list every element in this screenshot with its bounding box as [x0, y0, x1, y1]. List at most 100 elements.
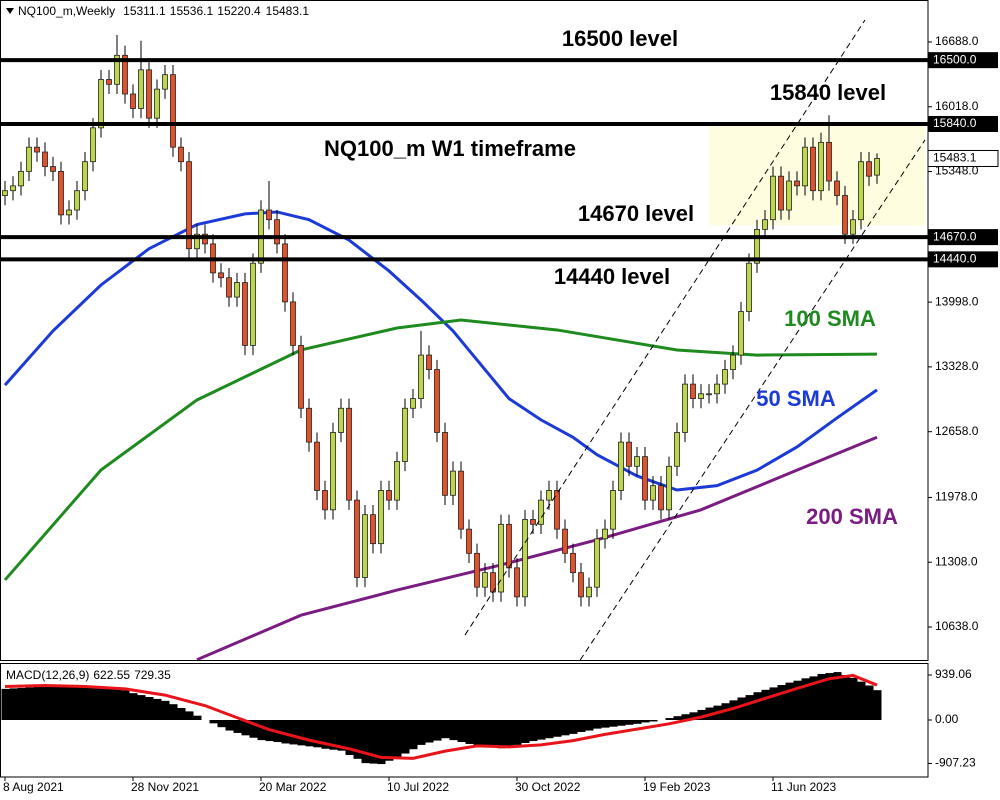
macd-bar — [769, 687, 778, 720]
macd-bar — [33, 686, 42, 720]
signal-value: 729.35 — [134, 668, 171, 682]
signal-line — [4, 673, 878, 760]
candle-body — [162, 74, 168, 90]
symbol: NQ100_m,Weekly — [18, 4, 115, 18]
macd-bar — [553, 719, 562, 737]
candle-body — [234, 282, 240, 298]
candle-body — [306, 407, 312, 443]
candle-body — [90, 127, 96, 163]
macd-bar — [689, 712, 698, 720]
level-tag — [928, 251, 998, 268]
candle-body — [530, 519, 536, 525]
macd-bar — [185, 711, 194, 720]
candle-body — [2, 190, 8, 196]
macd-bar — [497, 719, 506, 749]
macd-bar — [345, 719, 354, 755]
pane-border — [0, 0, 929, 661]
macd-bar — [225, 719, 234, 731]
candle-body — [866, 161, 872, 177]
macd-bar — [401, 719, 410, 754]
macd-bar — [513, 719, 522, 745]
macd-bar — [409, 719, 418, 750]
y-tick-label: 12658.0 — [935, 424, 979, 438]
macd-bar — [737, 697, 746, 720]
candle-body — [426, 354, 432, 371]
macd-bar — [377, 719, 386, 765]
candle-body — [346, 407, 352, 501]
macd-bar — [353, 719, 362, 759]
macd-bar — [17, 687, 26, 720]
candle-body — [690, 383, 696, 400]
macd-bar — [777, 685, 786, 720]
macd-bar — [593, 719, 602, 729]
candle-body — [34, 146, 40, 153]
macd-bar — [433, 719, 442, 741]
candle-body — [842, 195, 848, 235]
macd-bar — [801, 678, 810, 720]
macd-bar — [457, 719, 466, 743]
candle-body — [66, 209, 72, 216]
candle-body — [58, 170, 64, 216]
candle-body — [874, 158, 880, 176]
macd-bar — [193, 715, 202, 720]
macd-bar — [41, 686, 50, 720]
macd-bar — [321, 719, 330, 749]
macd-pane — [1, 672, 882, 765]
candle-body — [466, 528, 472, 554]
macd-bar — [473, 719, 482, 745]
y-tick-label: 13998.0 — [935, 294, 979, 308]
macd-bar — [441, 719, 450, 739]
macd-bar — [129, 693, 138, 720]
candle-body — [178, 146, 184, 163]
candle-body — [658, 485, 664, 511]
level-tag — [928, 115, 998, 132]
y-tick-label: 13328.0 — [935, 359, 979, 373]
macd-bar — [649, 719, 658, 722]
candle-body — [106, 79, 112, 85]
macd-bar — [417, 719, 426, 745]
candle-body — [474, 552, 480, 588]
macd-bar — [465, 719, 474, 744]
candle-body — [714, 383, 720, 395]
level-tag-label: 14670.0 — [933, 229, 977, 243]
candle-body — [794, 180, 800, 187]
y-tick-label: 11978.0 — [935, 490, 978, 504]
candle-body — [570, 552, 576, 574]
macd-bar — [569, 719, 578, 734]
candle-body — [74, 190, 80, 211]
candle-body — [762, 219, 768, 230]
candle-body — [170, 74, 176, 148]
x-tick-label: 28 Nov 2021 — [131, 780, 199, 794]
macd-bar — [561, 719, 570, 736]
candle-body — [498, 523, 504, 593]
macd-bar — [681, 714, 690, 720]
candle-body — [818, 141, 824, 192]
macd-bar — [113, 687, 122, 720]
macd-bar — [833, 672, 842, 720]
ohlc-high: 15536.1 — [170, 4, 214, 18]
candle-body — [514, 567, 520, 598]
macd-bar — [81, 685, 90, 720]
price-pane — [0, 19, 928, 660]
candle-body — [50, 166, 56, 172]
y-tick-label: -907.23 — [935, 756, 976, 770]
macd-bar — [361, 719, 370, 764]
sma-label: 200 SMA — [806, 504, 898, 529]
level-label: 14670 level — [578, 201, 694, 226]
header-bg — [2, 3, 362, 21]
macd-bar — [545, 719, 554, 739]
candle-body — [650, 485, 656, 501]
candle-body — [250, 262, 256, 346]
macd-header: MACD(12,26,9) 622.55 729.35 — [6, 668, 171, 682]
macd-bar — [857, 681, 866, 720]
macd-bar — [49, 686, 58, 720]
macd-bar — [169, 704, 178, 720]
macd-bar — [89, 685, 98, 720]
level-label: 16500 level — [562, 26, 678, 51]
chart-title: NQ100_m W1 timeframe — [324, 136, 576, 161]
candle-body — [826, 141, 832, 182]
candle-body — [410, 398, 416, 409]
macd-bar — [337, 719, 346, 751]
macd-bar — [233, 719, 242, 733]
